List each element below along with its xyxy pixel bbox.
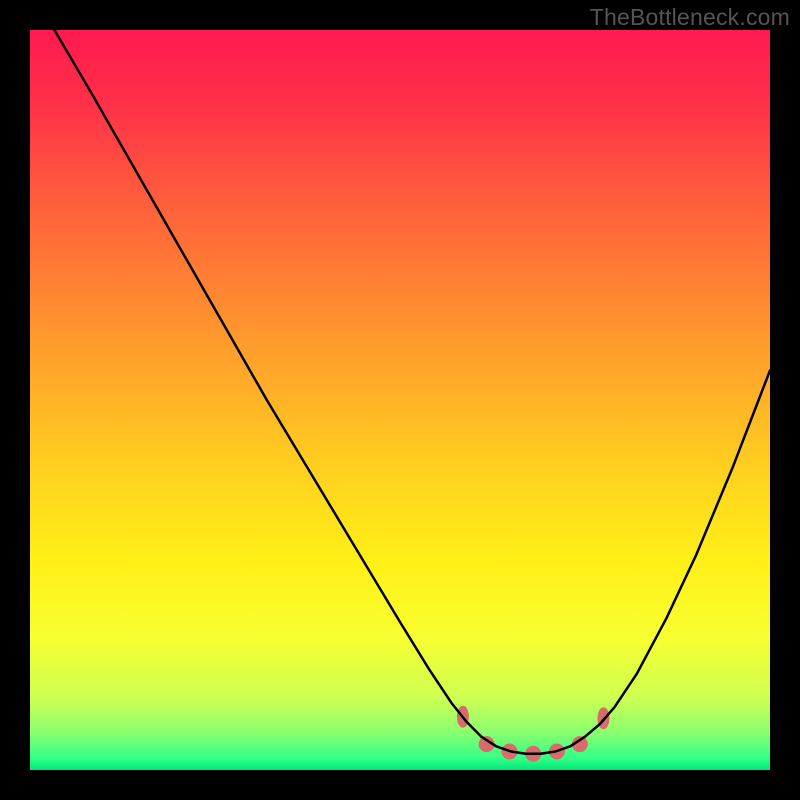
watermark-text: TheBottleneck.com — [590, 4, 790, 31]
curve-layer — [30, 30, 770, 770]
bottleneck-curve — [54, 30, 770, 754]
plot-area — [30, 30, 770, 770]
bottleneck-chart: TheBottleneck.com — [0, 0, 800, 800]
